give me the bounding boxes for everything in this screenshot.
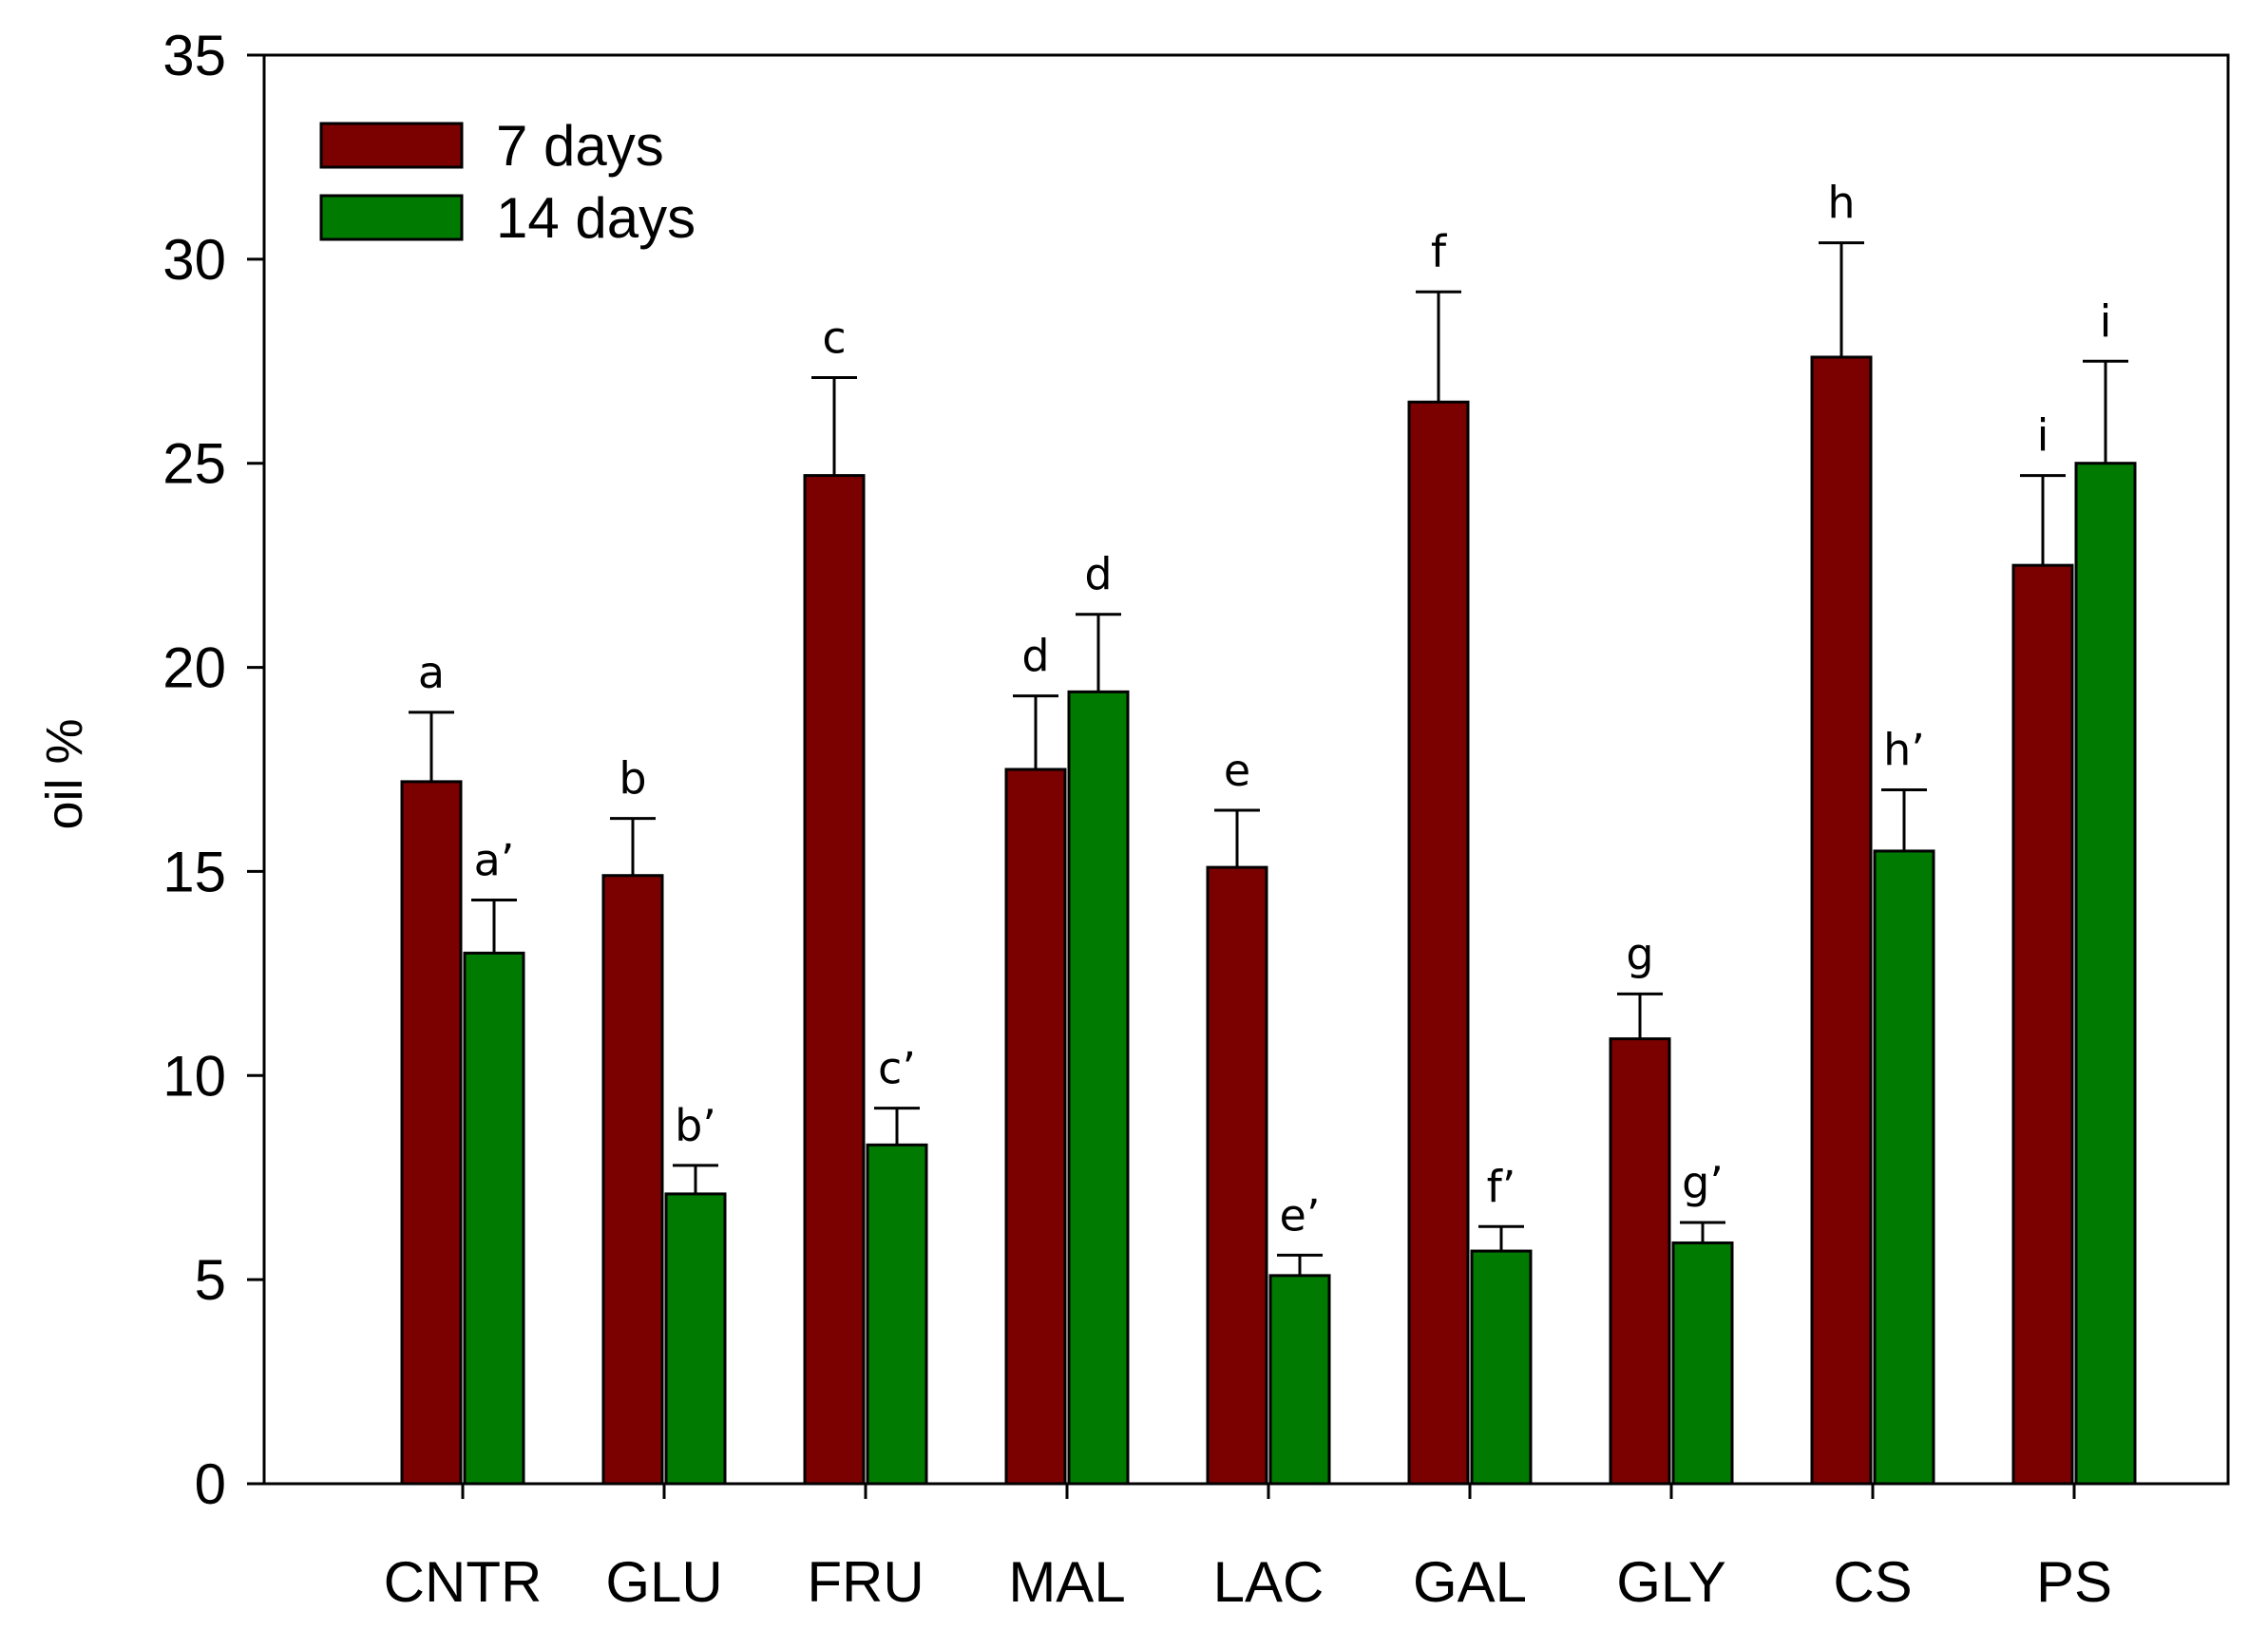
significance-letter: e’	[1280, 1189, 1321, 1241]
significance-letter: e	[1224, 745, 1250, 796]
bar-14-days	[1470, 1249, 1533, 1486]
legend: 7 days 14 days	[319, 114, 696, 250]
bar-7-days	[1609, 1037, 1671, 1486]
bar-14-days	[1873, 849, 1935, 1486]
bar-14-days	[1268, 1274, 1331, 1486]
bar-14-days	[2074, 462, 2137, 1486]
bar-14-days	[1671, 1241, 1734, 1486]
significance-letter: c	[822, 312, 846, 363]
significance-letter: c’	[878, 1043, 916, 1094]
significance-labels: a b c d e f g h i a’ b’ c’ d e’ f’ g’ h’ i	[418, 178, 2111, 1241]
bar-7-days	[2011, 563, 2074, 1486]
significance-letter: a’	[474, 835, 515, 886]
y-tick-label: 10	[162, 1044, 226, 1108]
y-axis: 0 5 10 15 20 25 30 35	[162, 24, 264, 1516]
x-category-label: LAC	[1213, 1550, 1325, 1614]
bar-14-days	[664, 1192, 727, 1486]
y-tick-label: 25	[162, 432, 226, 496]
significance-letter: d	[1021, 631, 1049, 682]
y-tick-label: 35	[162, 24, 226, 87]
y-tick-label: 30	[162, 228, 226, 292]
y-tick-label: 0	[195, 1452, 226, 1516]
significance-letter: b’	[675, 1100, 716, 1151]
significance-letter: g	[1626, 928, 1653, 979]
significance-letter: g’	[1682, 1157, 1724, 1208]
bar-7-days	[1407, 400, 1470, 1486]
x-category-label: GLU	[605, 1550, 722, 1614]
y-tick-label: 15	[162, 840, 226, 903]
bar-7-days	[803, 474, 866, 1486]
bar-7-days	[1004, 768, 1067, 1486]
legend-swatch-7-days	[319, 122, 464, 169]
x-category-label: GAL	[1413, 1550, 1527, 1614]
x-category-label: CNTR	[384, 1550, 543, 1614]
legend-label-14-days: 14 days	[496, 186, 696, 250]
y-tick-label: 5	[195, 1248, 226, 1312]
significance-letter: i	[2037, 410, 2049, 462]
x-category-label: FRU	[807, 1550, 924, 1614]
bar-7-days	[1810, 355, 1873, 1486]
legend-label-7-days: 7 days	[496, 114, 664, 178]
x-category-label: MAL	[1008, 1550, 1125, 1614]
significance-letter: f	[1431, 226, 1448, 277]
bar-7-days	[1206, 865, 1268, 1486]
x-category-label: CS	[1833, 1550, 1912, 1614]
y-axis-label: oil %	[36, 718, 93, 829]
significance-letter: d	[1084, 549, 1112, 600]
bar-7-days	[601, 874, 664, 1486]
x-category-label: PS	[2036, 1550, 2112, 1614]
significance-letter: h	[1827, 178, 1855, 229]
significance-letter: h’	[1883, 724, 1925, 775]
significance-letter: b	[619, 753, 646, 805]
x-category-label: GLY	[1616, 1550, 1726, 1614]
x-axis: CNTR GLU FRU MAL LAC GAL GLY CS PS	[384, 1484, 2112, 1614]
significance-letter: i	[2100, 295, 2112, 347]
bar-7-days	[400, 780, 463, 1486]
bars	[400, 355, 2137, 1486]
bar-14-days	[1067, 690, 1130, 1486]
error-bars	[409, 241, 2128, 1276]
legend-swatch-14-days	[319, 194, 464, 241]
significance-letter: a	[418, 647, 445, 698]
bar-14-days	[463, 951, 525, 1486]
y-tick-label: 20	[162, 636, 226, 700]
significance-letter: f’	[1487, 1161, 1516, 1212]
bar-14-days	[866, 1143, 928, 1486]
